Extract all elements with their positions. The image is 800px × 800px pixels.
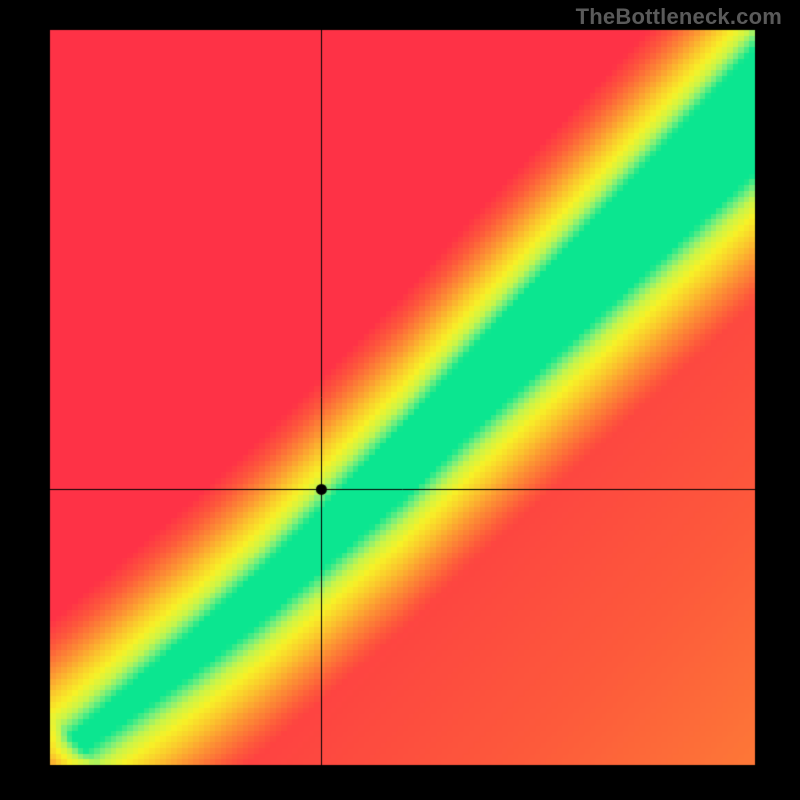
bottleneck-heatmap xyxy=(0,0,800,800)
watermark-text: TheBottleneck.com xyxy=(576,0,800,30)
